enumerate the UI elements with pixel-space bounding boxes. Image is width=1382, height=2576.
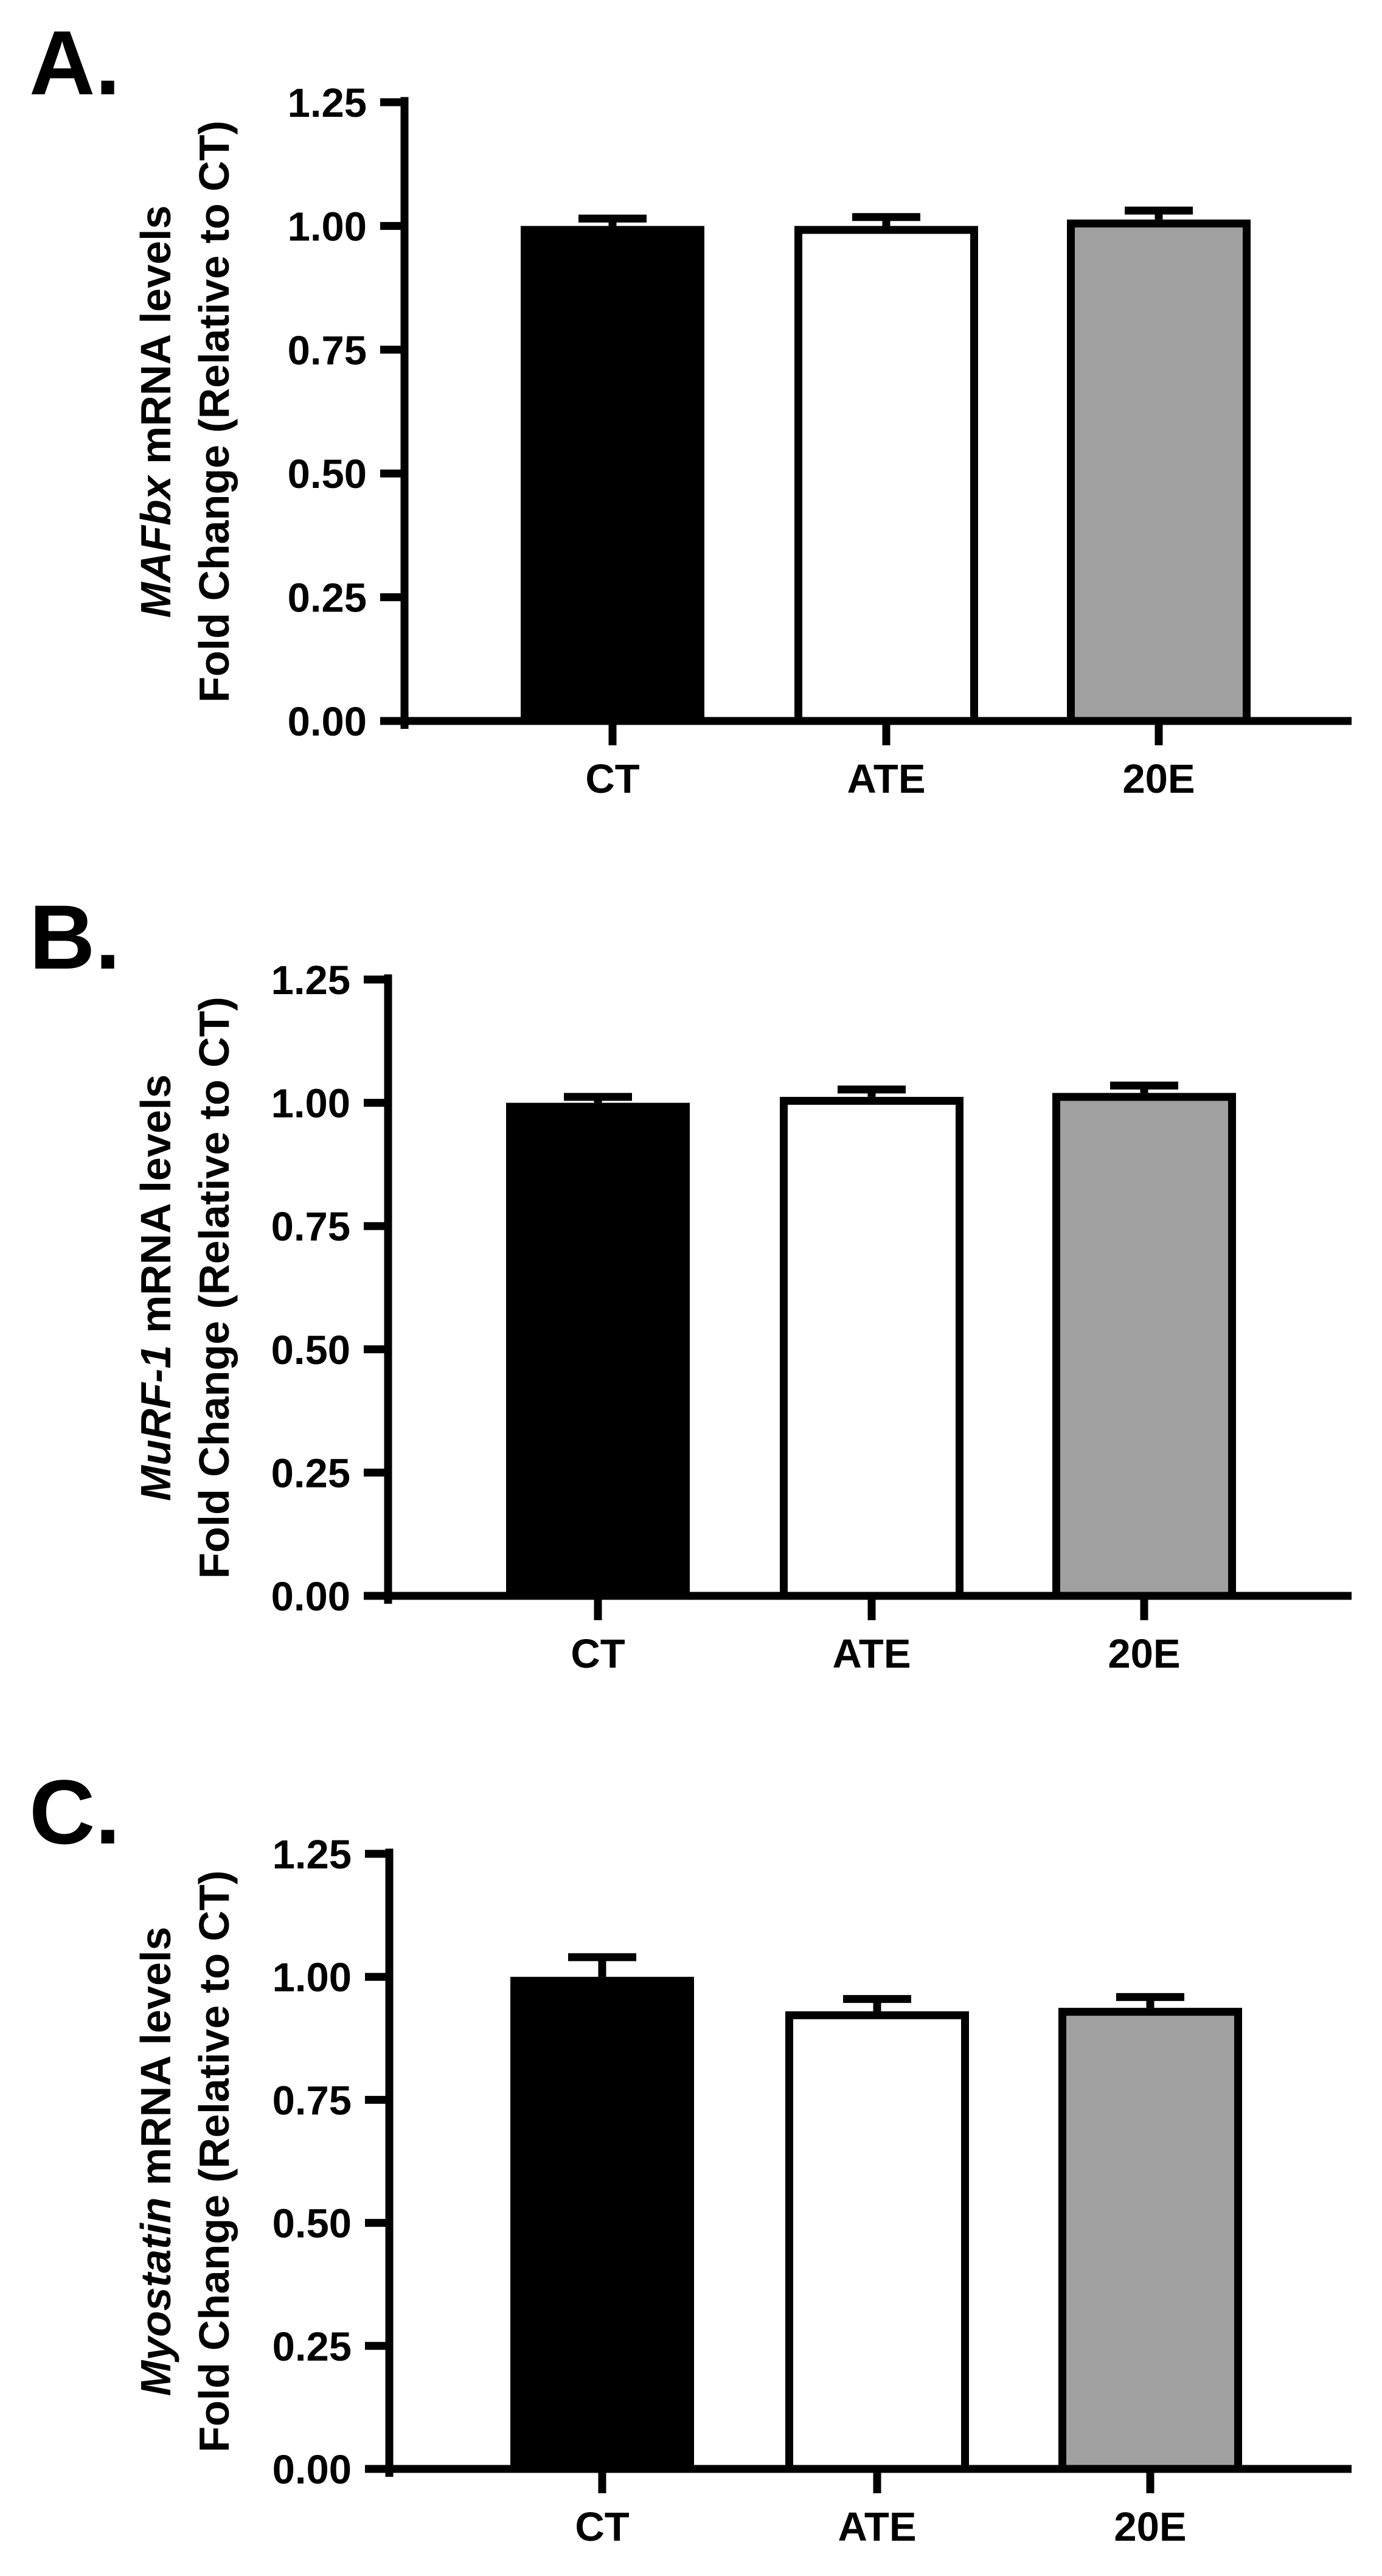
y-tick-label: 0.50	[273, 2201, 352, 2247]
chart-panel-3: C. 0.00 0.25 0.50 0.75 1.00 1.25 CT ATE 20E Myosta…	[29, 1761, 1352, 2550]
y-axis-label-line2: Fold Change (Relative to CT)	[190, 997, 238, 1579]
panel-label: C.	[29, 1761, 120, 1863]
bar-ct	[506, 1102, 690, 1600]
y-axis-label: MAFbx mRNA levels Fold Change (Relative t…	[132, 120, 238, 703]
y-axis-label-rest: mRNA levels	[132, 1927, 179, 2198]
x-tick-label: CT	[585, 756, 639, 802]
panel-label: B.	[29, 886, 120, 988]
bar-ate	[794, 226, 978, 725]
y-axis-label-gene: MuRF-1	[132, 1345, 179, 1502]
y-tick-label: 0.50	[288, 451, 367, 497]
y-axis-label-gene: MAFbx	[132, 474, 179, 618]
x-tick-label: ATE	[838, 2504, 916, 2550]
bar-ate	[780, 1096, 964, 1600]
y-axis-label: MuRF-1 mRNA levels Fold Change (Relative …	[132, 997, 238, 1579]
bar-ct	[521, 226, 704, 725]
y-tick-label: 1.00	[273, 1955, 352, 2000]
y-axis-label-line1: Myostatin mRNA levels	[132, 1927, 179, 2397]
y-axis-label-line1: MAFbx mRNA levels	[132, 205, 179, 618]
y-axis-label-rest: mRNA levels	[132, 205, 179, 476]
y-tick-label: 0.25	[273, 2324, 352, 2370]
y-tick-label: 0.25	[271, 1450, 350, 1496]
y-tick-label: 1.00	[288, 204, 367, 249]
x-tick-label: 20E	[1114, 2504, 1186, 2550]
x-tick-label: ATE	[847, 756, 925, 802]
bar-20e	[1067, 219, 1251, 725]
y-tick-label: 0.75	[271, 1204, 350, 1250]
y-axis-label-line1: MuRF-1 mRNA levels	[132, 1074, 179, 1501]
y-tick-label: 1.25	[271, 958, 350, 1003]
y-tick-label: 0.25	[288, 576, 367, 621]
y-axis-label-line2: Fold Change (Relative to CT)	[190, 1870, 238, 2452]
chart-panel-1: A. 0.00 0.25 0.50 0.75 1.00 1.25 CT ATE 20E MAFbx …	[29, 12, 1352, 802]
y-axis-label-gene: Myostatin	[132, 2198, 179, 2397]
y-axis-label-line2: Fold Change (Relative to CT)	[190, 120, 238, 703]
y-tick-label: 1.25	[288, 80, 367, 126]
x-tick-label: CT	[575, 2504, 629, 2550]
y-axis-label-rest: mRNA levels	[132, 1074, 179, 1345]
x-tick-label: ATE	[832, 1631, 911, 1677]
y-axis-label: Myostatin mRNA levels Fold Change (Relati…	[132, 1870, 238, 2452]
x-tick-label: 20E	[1122, 756, 1195, 802]
bar-ct	[510, 1977, 694, 2473]
y-tick-label: 0.00	[288, 699, 367, 745]
y-tick-label: 1.00	[271, 1081, 350, 1127]
chart-panel-2: B. 0.00 0.25 0.50 0.75 1.00 1.25 CT ATE 20E MuRF-1…	[29, 886, 1352, 1677]
y-tick-label: 1.25	[273, 1832, 352, 1878]
x-tick-label: 20E	[1108, 1631, 1180, 1677]
bar-ate	[785, 2011, 969, 2473]
y-tick-label: 0.75	[273, 2078, 352, 2123]
y-tick-label: 0.50	[271, 1328, 350, 1373]
panel-label: A.	[29, 12, 120, 114]
bar-20e	[1052, 1093, 1236, 1600]
x-tick-label: CT	[571, 1631, 625, 1677]
bar-20e	[1058, 2008, 1242, 2473]
y-tick-label: 0.00	[273, 2447, 352, 2493]
y-tick-label: 0.00	[271, 1574, 350, 1620]
y-tick-label: 0.75	[288, 328, 367, 374]
